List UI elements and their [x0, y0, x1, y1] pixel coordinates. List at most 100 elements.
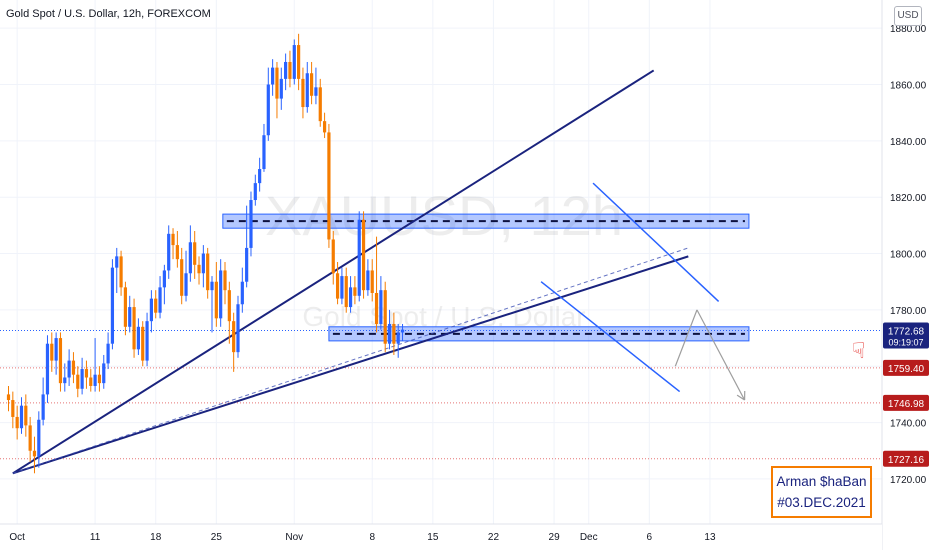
candle-body — [387, 323, 392, 344]
time-axis-bg — [0, 524, 882, 550]
signature-box: Arman $haBan #03.DEC.2021 — [771, 466, 872, 518]
candle-body — [314, 87, 318, 96]
candle-body — [136, 326, 140, 350]
candle-body — [50, 343, 54, 361]
candle-body — [67, 360, 71, 378]
x-tick-label: Oct — [9, 532, 25, 543]
y-tick-label: 1880.00 — [890, 24, 927, 35]
candle-body — [374, 292, 379, 324]
candle-body — [253, 183, 257, 201]
candle-body — [353, 287, 357, 296]
candle-body — [318, 87, 322, 122]
candle-body — [84, 369, 89, 378]
candle-body — [32, 450, 37, 457]
candle-body — [123, 287, 128, 327]
candle-body — [400, 329, 405, 333]
zone-rect — [222, 213, 750, 229]
candle-body — [158, 287, 162, 313]
candle-body — [262, 135, 266, 170]
candle-body — [348, 287, 353, 308]
candle-body — [80, 369, 84, 389]
candle-body — [379, 290, 383, 324]
candle-body — [145, 321, 149, 361]
candle-body — [119, 256, 123, 288]
currency-button[interactable]: USD — [894, 6, 922, 26]
price-label-box — [883, 450, 929, 467]
candle-body — [258, 169, 262, 184]
price-label-box — [883, 394, 929, 411]
candle-body — [71, 360, 76, 375]
candle-body — [210, 281, 214, 291]
candle-body — [89, 377, 93, 386]
trend-line — [674, 309, 698, 367]
y-tick-label: 1860.00 — [890, 81, 927, 92]
y-tick-label: 1780.00 — [890, 306, 927, 317]
candle-body — [301, 78, 305, 108]
candle-body — [361, 219, 366, 291]
candle-body — [197, 264, 201, 274]
price-label-value: 1746.98 — [888, 399, 925, 410]
price-axis[interactable]: 1720.001740.001760.001780.001800.001820.… — [881, 0, 932, 550]
candle-body — [58, 338, 63, 384]
x-tick-label: Dec — [580, 532, 598, 543]
x-tick-label: 13 — [704, 532, 716, 543]
candle-body — [76, 374, 80, 389]
y-tick-label: 1720.00 — [890, 475, 927, 486]
candle-body — [383, 290, 387, 344]
signature-name: Arman $haBan — [776, 474, 867, 489]
candle-body — [97, 374, 102, 384]
price-label-value: 1727.16 — [888, 455, 925, 466]
candle-body — [266, 84, 270, 136]
y-tick-label: 1740.00 — [890, 419, 927, 430]
candle-body — [201, 253, 205, 274]
candle-body — [219, 270, 223, 319]
candle-body — [28, 425, 32, 451]
x-tick-label: 22 — [488, 532, 500, 543]
chart-title: Gold Spot / U.S. Dollar, 12h, FOREXCOM — [6, 8, 211, 20]
x-tick-label: 11 — [90, 532, 101, 543]
candle-body — [45, 343, 50, 395]
y-tick-label: 1840.00 — [890, 137, 927, 148]
dotted-levels — [0, 330, 882, 460]
candle-body — [370, 270, 374, 293]
trend-line — [592, 182, 720, 302]
time-axis[interactable]: 2:30Oct111825Nov8152229Dec613 — [0, 523, 882, 550]
candle-body — [63, 377, 67, 384]
candle-body — [236, 304, 240, 353]
candle-body — [106, 343, 110, 364]
candle-body — [171, 233, 175, 246]
price-label-value: 1759.40 — [888, 364, 925, 375]
watermark-symbol: XAUUSD, 12h — [265, 184, 623, 247]
candle-body — [275, 67, 279, 99]
candle-body — [154, 298, 158, 313]
candle-body — [288, 61, 292, 79]
candle-body — [310, 73, 314, 96]
candle-body — [305, 73, 309, 108]
candle-body — [54, 338, 58, 361]
candle-body — [115, 256, 119, 268]
candle-body — [141, 326, 145, 361]
candle-body — [366, 270, 370, 291]
candle-body — [93, 374, 97, 386]
candle-body — [24, 405, 28, 426]
candle-body — [102, 363, 106, 384]
candle-body — [110, 267, 115, 344]
candle-body — [193, 242, 197, 265]
candle-body — [331, 239, 335, 274]
candle-body — [15, 416, 19, 429]
candle-body — [327, 132, 331, 240]
candle-body — [132, 307, 136, 350]
candle-body — [149, 298, 153, 322]
candle-body — [227, 290, 231, 322]
candle-body — [396, 332, 400, 344]
candle-body — [6, 394, 11, 401]
candle-body — [206, 253, 210, 291]
candle-body — [240, 281, 244, 305]
candle-body — [188, 242, 192, 274]
trend-line — [12, 255, 689, 475]
y-tick-label: 1820.00 — [890, 193, 927, 204]
candle-body — [297, 45, 301, 79]
